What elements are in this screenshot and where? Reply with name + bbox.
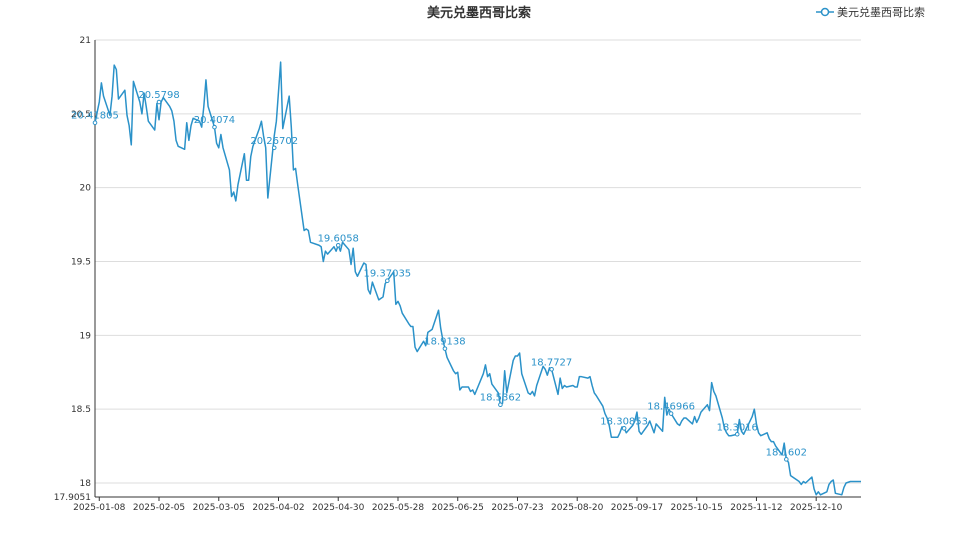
legend-line-icon xyxy=(816,7,834,17)
data-point-marker xyxy=(442,346,448,351)
data-point-marker xyxy=(498,402,503,408)
x-tick-label: 2025-04-02 xyxy=(252,503,304,513)
x-tick-label: 2025-02-05 xyxy=(133,503,185,513)
x-tick-label: 2025-06-25 xyxy=(432,503,484,513)
y-tick-label: 19 xyxy=(80,331,92,341)
x-tick-label: 2025-04-30 xyxy=(312,503,365,513)
data-point-marker xyxy=(621,426,627,431)
series-layer xyxy=(94,61,861,496)
x-tick-label: 2025-12-10 xyxy=(790,503,843,513)
x-tick-label: 2025-03-05 xyxy=(193,503,245,513)
y-tick-label: 18.5 xyxy=(71,405,91,415)
data-point-marker xyxy=(156,99,162,105)
data-label: 19.37035 xyxy=(363,269,411,280)
x-tick-label: 2025-10-15 xyxy=(671,503,723,513)
data-point-marker xyxy=(549,366,554,372)
data-label: 18.7727 xyxy=(531,357,572,368)
data-point-marker xyxy=(784,457,789,462)
label-layer: 20.41805 20.5798 20.4074 20.26702 19.6058 19.… xyxy=(71,90,807,462)
x-tick-label: 2025-07-23 xyxy=(491,503,543,513)
data-label: 20.41805 xyxy=(71,111,119,122)
data-label: 20.4074 xyxy=(194,115,235,126)
y-tick-label: 21 xyxy=(80,36,91,46)
x-tick-label: 2025-09-17 xyxy=(611,503,663,513)
data-point-marker xyxy=(271,145,277,151)
data-point-marker xyxy=(734,431,740,437)
y-tick-label: 18 xyxy=(80,479,92,489)
data-label: 18.5362 xyxy=(480,393,521,404)
x-tick-label: 2025-05-28 xyxy=(372,503,425,513)
data-label: 20.26702 xyxy=(250,136,298,147)
data-point-marker xyxy=(92,120,98,125)
data-label: 18.1602 xyxy=(766,447,807,458)
data-label: 18.46966 xyxy=(647,402,695,413)
data-point-marker xyxy=(335,242,341,248)
data-point-marker xyxy=(385,278,390,283)
y-tick-label: 20.5 xyxy=(71,110,91,120)
data-label: 20.5798 xyxy=(138,90,179,101)
x-tick-label: 2025-11-12 xyxy=(730,503,782,513)
grid-layer xyxy=(95,39,861,484)
chart-title: 美元兑墨西哥比索 xyxy=(426,6,531,21)
data-point-marker xyxy=(212,124,217,130)
series-line xyxy=(94,61,861,496)
y-tick-label: 17.9051 xyxy=(54,493,91,503)
legend-label: 美元兑墨西哥比索 xyxy=(837,6,925,19)
data-point-marker xyxy=(668,411,674,416)
data-label: 18.9138 xyxy=(424,337,465,348)
legend[interactable]: 美元兑墨西哥比索 xyxy=(816,4,925,20)
data-label: 19.6058 xyxy=(318,233,359,244)
x-tick-label: 2025-01-08 xyxy=(73,503,126,513)
x-tick-label: 2025-08-20 xyxy=(551,503,604,513)
data-label: 18.30853 xyxy=(600,416,648,427)
y-tick-label: 19.5 xyxy=(71,257,91,267)
y-tick-label: 20 xyxy=(80,184,92,194)
data-label: 18.3016 xyxy=(717,422,758,433)
